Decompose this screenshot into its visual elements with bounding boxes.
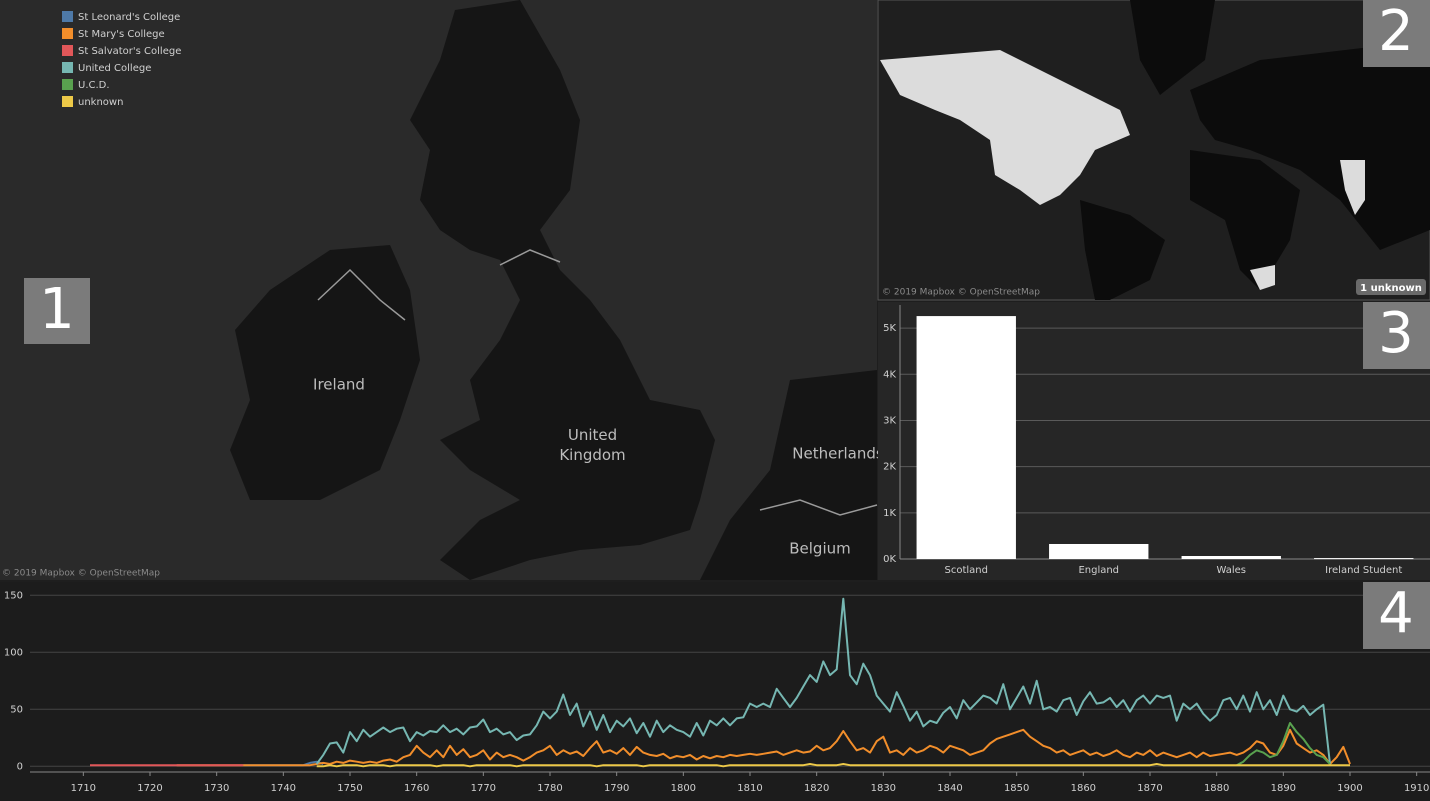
legend-swatch[interactable] (62, 96, 73, 107)
land (410, 0, 715, 580)
y-tick-label: 50 (10, 704, 23, 715)
x-tick-label: 1870 (1137, 783, 1162, 794)
x-tick-label: 1740 (271, 783, 296, 794)
x-tick-label: 1900 (1337, 783, 1362, 794)
land-highlight (1250, 265, 1275, 290)
x-tick-label: 1820 (804, 783, 829, 794)
border (317, 268, 406, 321)
land (1190, 40, 1430, 250)
bar[interactable] (1181, 555, 1281, 559)
series-line[interactable] (176, 728, 1351, 767)
bar[interactable] (1314, 558, 1414, 560)
land-highlight (880, 50, 1130, 205)
x-tick-label: 1720 (137, 783, 162, 794)
x-tick-label: 1880 (1204, 783, 1229, 794)
attribution: © 2019 Mapbox © OpenStreetMap (882, 288, 1040, 298)
x-tick-label: 1860 (1071, 783, 1096, 794)
y-tick-label: 0 (17, 761, 23, 772)
x-tick-label: 1770 (471, 783, 496, 794)
badge (1363, 302, 1430, 369)
series-line[interactable] (316, 763, 1350, 768)
x-tick-label: 1710 (71, 783, 96, 794)
legend-swatch[interactable] (62, 62, 73, 73)
line-panel (0, 582, 1430, 801)
map-label: United Kingdom (559, 426, 626, 464)
border (499, 249, 561, 266)
x-tick-label: 1730 (204, 783, 229, 794)
x-tick-label: 1850 (1004, 783, 1029, 794)
charts: 0K 1K 2K 3K 4K 5K Scotland England Wales Ireland … (4, 305, 1430, 794)
badge (1363, 582, 1430, 649)
land (1190, 150, 1300, 290)
x-tick-label: 1840 (937, 783, 962, 794)
y-tick-label: 0K (883, 554, 896, 565)
legend-swatch[interactable] (62, 45, 73, 56)
bar[interactable] (1049, 543, 1149, 559)
x-tick-label: 1790 (604, 783, 629, 794)
map-label: Belgium (789, 540, 851, 558)
attribution: © 2019 Mapbox © OpenStreetMap (2, 569, 160, 579)
land (1080, 200, 1165, 300)
legend-label[interactable]: unknown (78, 97, 123, 108)
x-tick-label: 1750 (337, 783, 362, 794)
x-tick-label: 1780 (537, 783, 562, 794)
x-tick-label: 1800 (671, 783, 696, 794)
badge-number: 3 (1378, 301, 1414, 366)
unknown-pill[interactable] (1356, 279, 1426, 295)
badge (1363, 0, 1430, 67)
legend-label[interactable]: St Leonard's College (78, 12, 180, 23)
y-tick-label: 100 (4, 647, 23, 658)
map-label: Netherlands (792, 445, 884, 463)
legend-label[interactable]: U.C.D. (78, 80, 110, 91)
x-tick-label: England (1078, 565, 1119, 576)
land (230, 245, 420, 500)
land (1130, 0, 1215, 95)
x-tick-label: 1910 (1404, 783, 1429, 794)
bar[interactable] (916, 316, 1016, 559)
legend-swatch[interactable] (62, 28, 73, 39)
x-tick-label: 1760 (404, 783, 429, 794)
x-tick-label: 1890 (1271, 783, 1296, 794)
x-tick-label: 1830 (871, 783, 896, 794)
x-tick-label: Ireland Student (1325, 565, 1402, 576)
legend: St Leonard's College St Mary's College St … (62, 11, 181, 108)
y-tick-label: 1K (883, 508, 896, 519)
y-tick-label: 3K (883, 415, 896, 426)
legend-label[interactable]: St Salvator's College (78, 46, 181, 57)
map-label: Ireland (313, 376, 365, 394)
legend-swatch[interactable] (62, 11, 73, 22)
y-tick-label: 5K (883, 323, 896, 334)
legend-label[interactable]: United College (78, 63, 151, 74)
map-label-box: United Kingdom (559, 426, 626, 464)
y-tick-label: 2K (883, 462, 896, 473)
y-tick-label: 150 (4, 590, 23, 601)
badge-number: 2 (1378, 0, 1414, 64)
badge-number: 4 (1378, 581, 1414, 646)
border (759, 499, 878, 516)
legend-label[interactable]: St Mary's College (78, 29, 165, 40)
x-tick-label: Scotland (945, 565, 988, 576)
x-tick-label: 1810 (737, 783, 762, 794)
x-tick-label: Wales (1216, 565, 1246, 576)
badge (24, 278, 90, 344)
series-line[interactable] (1236, 722, 1331, 767)
series-line[interactable] (315, 597, 1331, 765)
y-tick-label: 4K (883, 369, 896, 380)
land (700, 370, 877, 580)
badge-number: 1 (39, 277, 75, 342)
land-highlight (1340, 160, 1365, 215)
legend-swatch[interactable] (62, 79, 73, 90)
unknown-pill-text: 1 unknown (1360, 283, 1422, 294)
